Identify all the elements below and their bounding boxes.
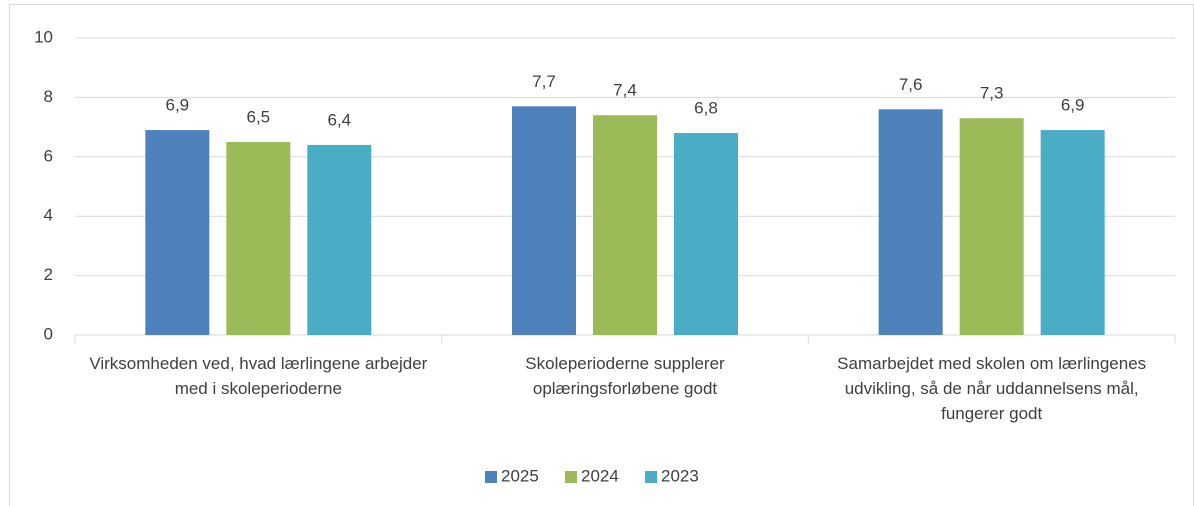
x-tick-label: Virksomheden ved, hvad lærlingene arbejd… xyxy=(89,354,427,398)
x-tick-label: Skoleperioderne supplerer oplæringsforløb… xyxy=(525,354,725,398)
bar xyxy=(674,133,738,335)
data-label: 6,5 xyxy=(247,107,271,126)
bar xyxy=(1040,130,1105,335)
y-tick-label: 4 xyxy=(44,206,53,225)
data-label: 6,4 xyxy=(328,110,352,129)
y-tick-label: 8 xyxy=(44,87,53,106)
legend-swatch xyxy=(485,471,497,483)
data-label: 7,6 xyxy=(899,75,923,94)
bar xyxy=(593,115,657,335)
bar xyxy=(307,144,372,335)
data-label: 6,9 xyxy=(1061,96,1085,115)
data-label: 6,8 xyxy=(694,99,718,118)
legend-swatch xyxy=(565,471,577,483)
data-label: 7,3 xyxy=(980,84,1004,103)
y-tick-label: 2 xyxy=(44,265,53,284)
x-tick-label: Samarbejdet med skolen om lærlingenes udv… xyxy=(837,354,1146,423)
y-tick-label: 0 xyxy=(44,324,53,343)
legend-label: 2024 xyxy=(581,466,619,485)
data-label: 7,4 xyxy=(613,81,637,100)
legend-label: 2025 xyxy=(501,466,539,485)
bar xyxy=(226,141,291,335)
bar xyxy=(145,130,210,335)
data-label: 7,7 xyxy=(532,72,556,91)
bar xyxy=(959,118,1024,335)
y-tick-label: 10 xyxy=(34,27,53,46)
bar xyxy=(512,106,576,335)
y-tick-label: 6 xyxy=(44,146,53,165)
legend-swatch xyxy=(645,471,657,483)
data-label: 6,9 xyxy=(166,96,190,115)
legend-label: 2023 xyxy=(661,466,699,485)
bar xyxy=(878,109,943,335)
